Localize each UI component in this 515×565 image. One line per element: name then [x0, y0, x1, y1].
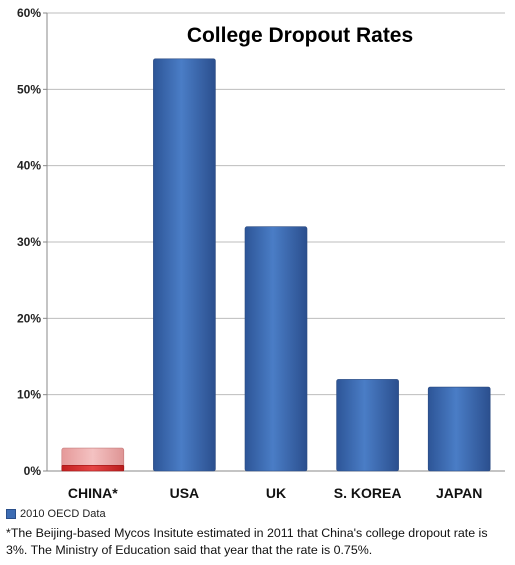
legend: 2010 OECD Data	[6, 508, 106, 520]
x-axis-ticks: CHINA* USA UK S. KOREA JAPAN	[68, 485, 483, 501]
footnote: *The Beijing-based Mycos Insitute estima…	[6, 526, 488, 557]
y-tick-label: 30%	[17, 235, 41, 249]
x-tick-label: S. KOREA	[334, 485, 402, 501]
y-tick-label: 10%	[17, 388, 41, 402]
bars	[61, 58, 491, 472]
legend-label: 2010 OECD Data	[20, 508, 106, 520]
y-tick-label: 20%	[17, 311, 41, 325]
y-tick-label: 40%	[17, 159, 41, 173]
bar-s-korea	[336, 379, 399, 472]
x-tick-label: USA	[170, 485, 200, 501]
y-tick-label: 50%	[17, 82, 41, 96]
x-tick-label: CHINA*	[68, 485, 118, 501]
y-tick-label: 0%	[24, 464, 42, 478]
bar-china-ministry-estimate	[61, 464, 125, 472]
bar-uk	[244, 226, 308, 472]
y-tick-label: 60%	[17, 6, 41, 20]
x-tick-label: JAPAN	[436, 485, 482, 501]
x-tick-label: UK	[266, 485, 286, 501]
chart-title: College Dropout Rates	[187, 24, 413, 47]
bar-usa	[153, 58, 216, 472]
legend-swatch	[6, 509, 16, 519]
y-axis-ticks: 0% 10% 20% 30% 40% 50% 60%	[17, 6, 47, 478]
bar-japan	[427, 386, 491, 472]
